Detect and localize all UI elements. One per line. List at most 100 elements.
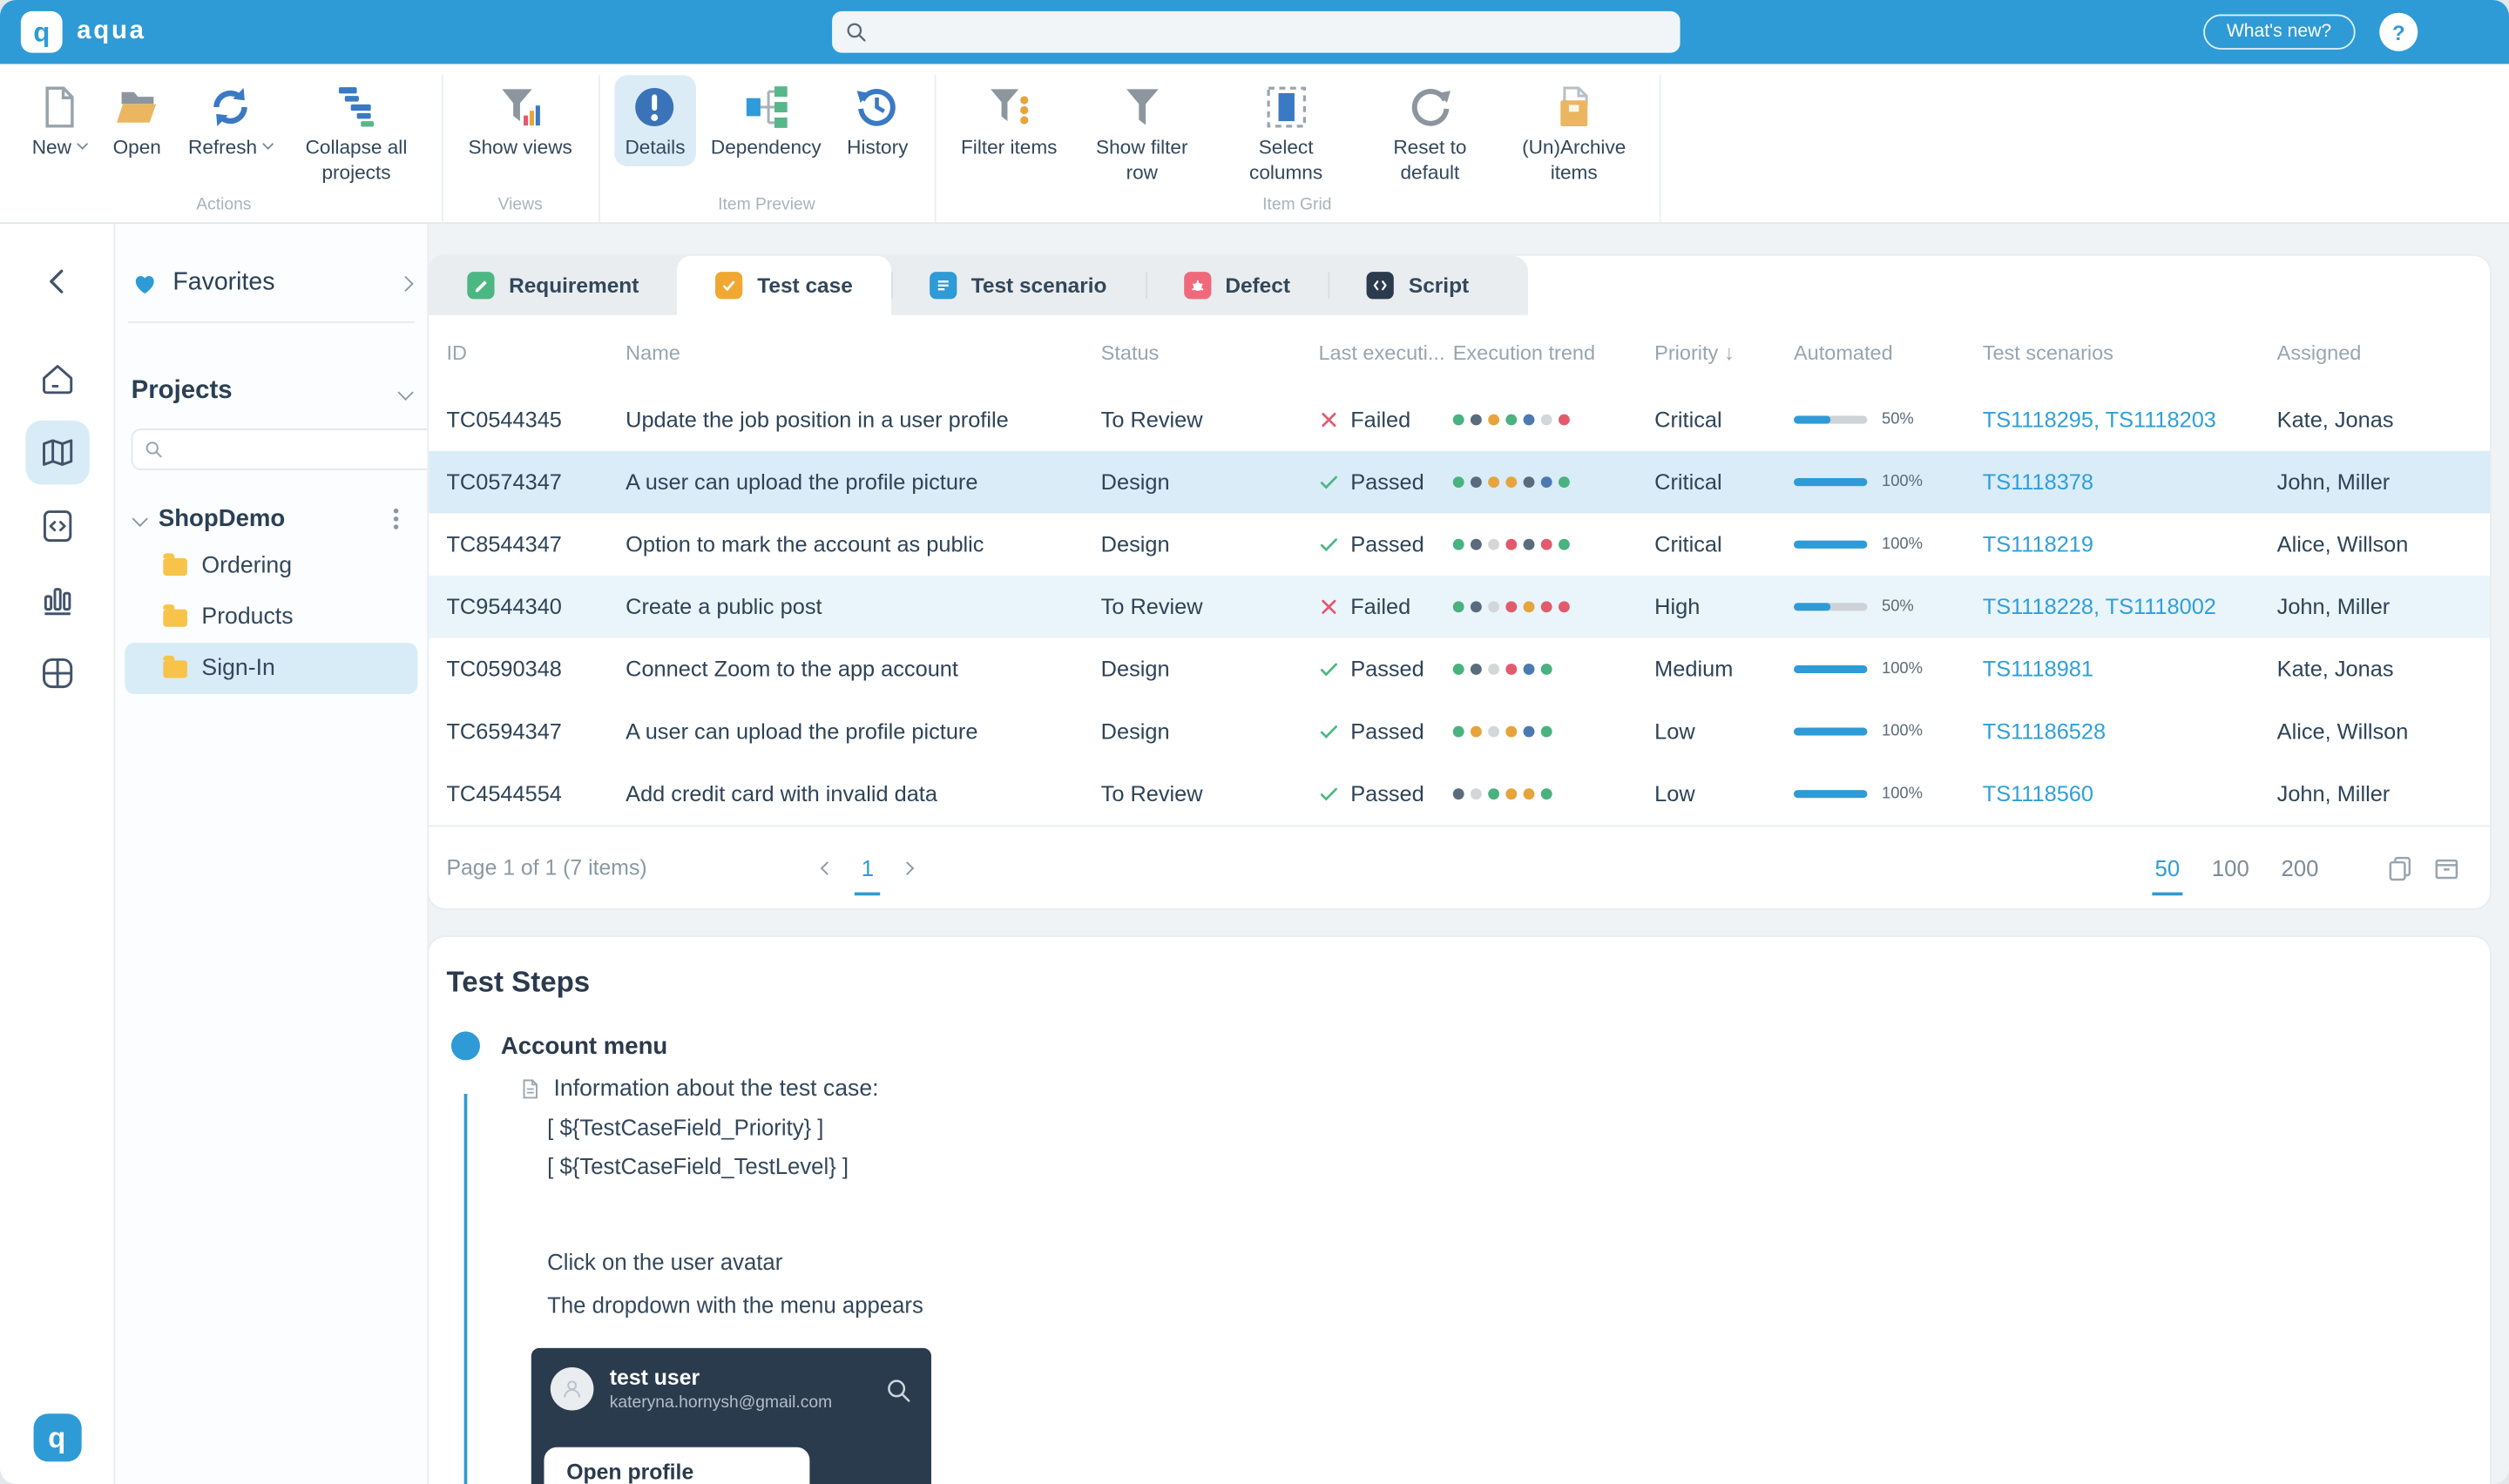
automation-percent-label: 100% <box>1881 473 1923 491</box>
kebab-menu-icon[interactable] <box>393 516 399 521</box>
history-button[interactable]: History <box>835 75 919 166</box>
test-scenario-links[interactable]: TS1118981 <box>1982 657 2093 682</box>
table-row[interactable]: TC0590348 Connect Zoom to the app account… <box>429 638 2490 701</box>
test-scenario-links[interactable]: TS1118378 <box>1982 469 2093 495</box>
test-scenario-links[interactable]: TS11186528 <box>1982 719 2107 744</box>
column-header-last-executi[interactable]: Last executi... <box>1318 340 1452 364</box>
trend-dot-red <box>1558 601 1570 613</box>
whats-new-button[interactable]: What's new? <box>2202 14 2356 50</box>
ribbon-group-actions: New Open Refresh Collapse all projects Actio… <box>6 75 443 223</box>
table-row[interactable]: TC0574347 A user can upload the profile p… <box>429 450 2490 514</box>
column-header-execution-trend[interactable]: Execution trend <box>1453 340 1654 364</box>
ribbon-group-item-grid: Filter items Show filter row Select column… <box>936 75 1660 223</box>
chevron-right-icon[interactable] <box>397 274 414 292</box>
map-icon[interactable] <box>37 434 76 472</box>
projects-header[interactable]: Projects <box>132 371 414 413</box>
rail-item-home[interactable] <box>37 360 76 398</box>
tab-script[interactable]: Script <box>1329 256 1507 315</box>
show-filter-row-icon <box>1118 83 1166 131</box>
table-row[interactable]: TC8544347 Option to mark the account as p… <box>429 513 2490 576</box>
tab-defect[interactable]: Defect <box>1145 256 1329 315</box>
column-header-assigned[interactable]: Assigned <box>2277 340 2490 364</box>
tab-label: Test scenario <box>970 273 1107 298</box>
page-size-50[interactable]: 50 <box>2151 854 2182 895</box>
filter-items-button[interactable]: Filter items <box>950 75 1068 192</box>
column-header-test-scenarios[interactable]: Test scenarios <box>1983 340 2277 364</box>
user-avatar[interactable] <box>2442 9 2488 55</box>
select-columns-button[interactable]: Select columns <box>1215 75 1356 192</box>
test-scenario-links[interactable]: TS1118228, TS1118002 <box>1982 595 2216 619</box>
collapse-all-projects-button[interactable]: Collapse all projects <box>286 75 427 192</box>
project-search-input[interactable] <box>171 436 426 462</box>
sort-descending-icon: ↓ <box>1718 340 1735 364</box>
tab-requirement[interactable]: Requirement <box>429 256 677 315</box>
rail-item-apps[interactable] <box>37 654 76 692</box>
tree-node-shopdemo[interactable]: ShopDemo <box>132 496 411 540</box>
cell-name: A user can upload the profile picture <box>626 469 978 495</box>
step-instruction-line: The dropdown with the menu appears <box>547 1292 923 1319</box>
test-steps-panel: Test Steps Account menu Information abou… <box>429 937 2490 1484</box>
tab-test-case[interactable]: Test case <box>677 255 891 315</box>
aqua-rail-logo-icon[interactable]: q <box>32 1413 81 1462</box>
aqua-logo-icon[interactable]: q <box>20 10 63 53</box>
trend-dot-green <box>1452 601 1464 613</box>
column-header-priority[interactable]: Priority ↓ <box>1654 340 1794 364</box>
refresh-button[interactable]: Refresh <box>177 75 282 192</box>
column-header-automated[interactable]: Automated <box>1794 340 1983 364</box>
column-header-status[interactable]: Status <box>1101 340 1319 364</box>
archive-box-icon[interactable] <box>2432 853 2461 882</box>
project-search[interactable] <box>131 428 455 470</box>
page-number[interactable]: 1 <box>855 854 880 895</box>
rail-item-reports[interactable] <box>37 581 76 619</box>
rail-item-projects[interactable] <box>24 420 89 485</box>
step-placeholder-line: [ ${TestCaseField_Priority} ] <box>547 1114 824 1141</box>
new-button[interactable]: New <box>21 75 97 192</box>
tree-item-ordering[interactable]: Ordering <box>125 541 417 592</box>
tab-label: Requirement <box>509 273 639 298</box>
details-button[interactable]: Details <box>613 75 697 166</box>
copy-pages-icon[interactable] <box>2386 853 2415 882</box>
show-filter-row-button[interactable]: Show filter row <box>1072 75 1213 192</box>
reset-to-default-button[interactable]: Reset to default <box>1360 75 1501 192</box>
rail-item-collapse-sidebar[interactable] <box>37 262 76 300</box>
automation-progress-bar <box>1793 415 1868 424</box>
open-button[interactable]: Open <box>100 75 173 192</box>
table-row[interactable]: TC6594347 A user can upload the profile p… <box>429 700 2490 763</box>
test-scenario-links[interactable]: TS1118219 <box>1982 532 2093 557</box>
last-execution-label: Passed <box>1350 469 1424 495</box>
automation-percent-label: 100% <box>1881 785 1923 803</box>
dependency-button[interactable]: Dependency <box>700 75 833 166</box>
trend-dot-green <box>1540 664 1552 675</box>
test-scenario-links[interactable]: TS1118295, TS1118203 <box>1982 408 2216 432</box>
cell-automated: 50% <box>1793 598 1983 616</box>
global-search[interactable] <box>832 10 1681 53</box>
ribbon-button-label: Dependency <box>710 136 822 159</box>
step-bullet-icon <box>450 1031 481 1061</box>
table-row[interactable]: TC4544554 Add credit card with invalid da… <box>429 763 2490 826</box>
un-archive-items-button[interactable]: (Un)Archive items <box>1504 75 1645 192</box>
cell-status: Design <box>1100 657 1170 682</box>
tab-test-scenario[interactable]: Test scenario <box>890 256 1146 315</box>
favorites-header[interactable]: Favorites <box>132 262 414 304</box>
chevron-down-icon[interactable] <box>397 383 414 400</box>
tree-item-sign-in[interactable]: Sign-In <box>125 643 418 694</box>
show-views-button[interactable]: Show views <box>457 75 584 166</box>
column-header-name[interactable]: Name <box>626 340 1101 364</box>
step-title: Account menu <box>500 1032 668 1060</box>
chevron-down-icon[interactable] <box>132 509 148 527</box>
rail-item-scripts[interactable] <box>37 507 76 545</box>
page-size-200[interactable]: 200 <box>2281 854 2319 880</box>
column-header-id[interactable]: ID <box>446 340 626 364</box>
page-size-100[interactable]: 100 <box>2211 854 2249 880</box>
help-button[interactable]: ? <box>2379 12 2418 51</box>
global-search-input[interactable] <box>876 19 1667 45</box>
previous-page-icon[interactable] <box>821 860 835 874</box>
table-row[interactable]: TC0544345 Update the job position in a us… <box>429 388 2490 451</box>
next-page-icon[interactable] <box>900 860 915 874</box>
tree-item-products[interactable]: Products <box>125 591 417 643</box>
table-row[interactable]: TC9544340 Create a public post To Review Fa… <box>429 576 2490 638</box>
screenshot-avatar-icon <box>550 1366 594 1411</box>
test-scenario-links[interactable]: TS1118560 <box>1982 781 2093 806</box>
trend-dot-green <box>1540 725 1552 738</box>
